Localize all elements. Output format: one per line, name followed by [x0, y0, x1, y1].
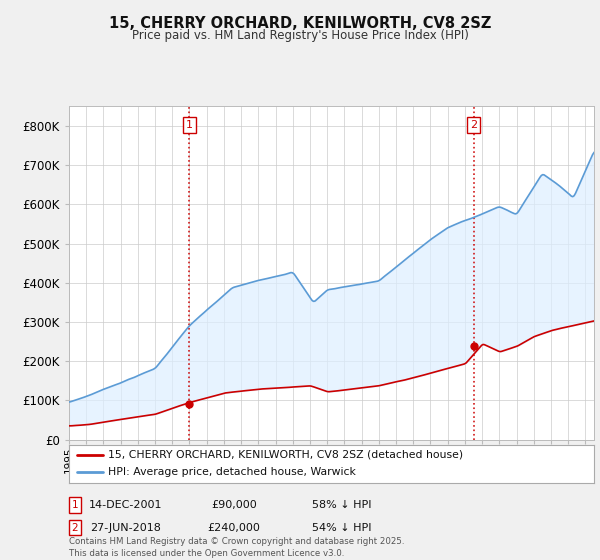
Text: 27-JUN-2018: 27-JUN-2018: [91, 522, 161, 533]
Text: 2: 2: [71, 522, 79, 533]
Text: HPI: Average price, detached house, Warwick: HPI: Average price, detached house, Warw…: [109, 468, 356, 478]
Text: £90,000: £90,000: [211, 500, 257, 510]
Text: £240,000: £240,000: [208, 522, 260, 533]
Text: Price paid vs. HM Land Registry's House Price Index (HPI): Price paid vs. HM Land Registry's House …: [131, 29, 469, 42]
Text: Contains HM Land Registry data © Crown copyright and database right 2025.
This d: Contains HM Land Registry data © Crown c…: [69, 537, 404, 558]
Text: 15, CHERRY ORCHARD, KENILWORTH, CV8 2SZ (detached house): 15, CHERRY ORCHARD, KENILWORTH, CV8 2SZ …: [109, 450, 464, 460]
Text: 14-DEC-2001: 14-DEC-2001: [89, 500, 163, 510]
Text: 58% ↓ HPI: 58% ↓ HPI: [312, 500, 372, 510]
Text: 15, CHERRY ORCHARD, KENILWORTH, CV8 2SZ: 15, CHERRY ORCHARD, KENILWORTH, CV8 2SZ: [109, 16, 491, 31]
Text: 2: 2: [470, 120, 477, 130]
Text: 54% ↓ HPI: 54% ↓ HPI: [312, 522, 372, 533]
Text: 1: 1: [186, 120, 193, 130]
Text: 1: 1: [71, 500, 79, 510]
